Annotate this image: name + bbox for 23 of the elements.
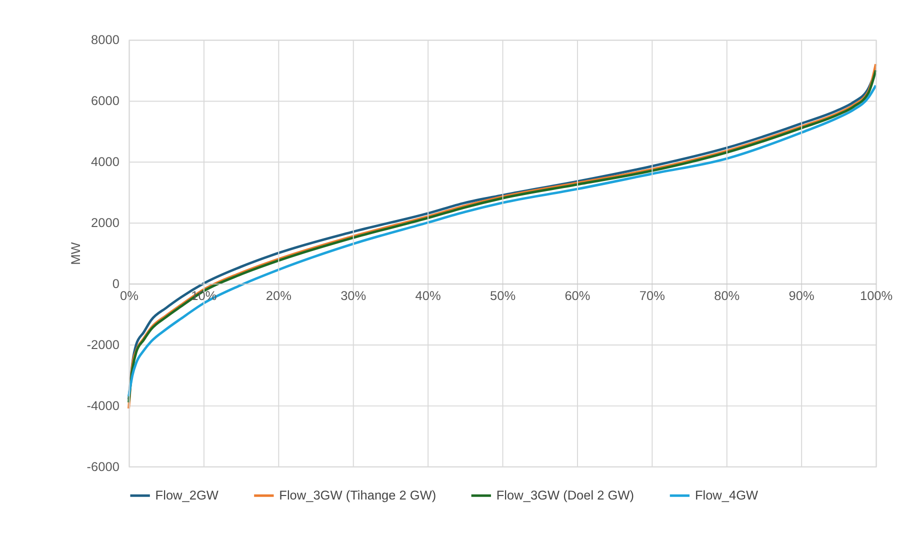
x-tick-label: 70%	[639, 288, 665, 303]
x-tick-label: 90%	[788, 288, 814, 303]
y-tick-label: -6000	[86, 458, 120, 474]
x-tick-label: 20%	[266, 288, 292, 303]
x-tick-label: 60%	[564, 288, 590, 303]
x-tick-label: 0%	[120, 288, 138, 303]
y-tick-label: -2000	[86, 336, 120, 352]
y-tick-label: 2000	[91, 215, 120, 230]
y-axis-title: MW	[68, 242, 83, 265]
y-tick-label: 0	[112, 276, 120, 291]
x-tick-label: 30%	[340, 288, 366, 303]
y-tick-label: 6000	[91, 93, 120, 108]
y-tick-label: -4000	[86, 398, 120, 413]
x-tick-label: 40%	[415, 288, 441, 303]
x-tick-label: 50%	[490, 288, 516, 303]
legend-label: Flow_2GW	[155, 488, 218, 503]
y-tick-label: 8000	[91, 32, 120, 48]
x-tick-label: 80%	[714, 288, 740, 303]
legend-label: Flow_3GW (Tihange 2 GW)	[279, 488, 436, 503]
legend-label: Flow_3GW (Doel 2 GW)	[496, 488, 634, 503]
legend-label: Flow_4GW	[694, 488, 758, 503]
x-tick-label: 100%	[860, 288, 893, 303]
y-tick-label: 4000	[91, 154, 120, 170]
